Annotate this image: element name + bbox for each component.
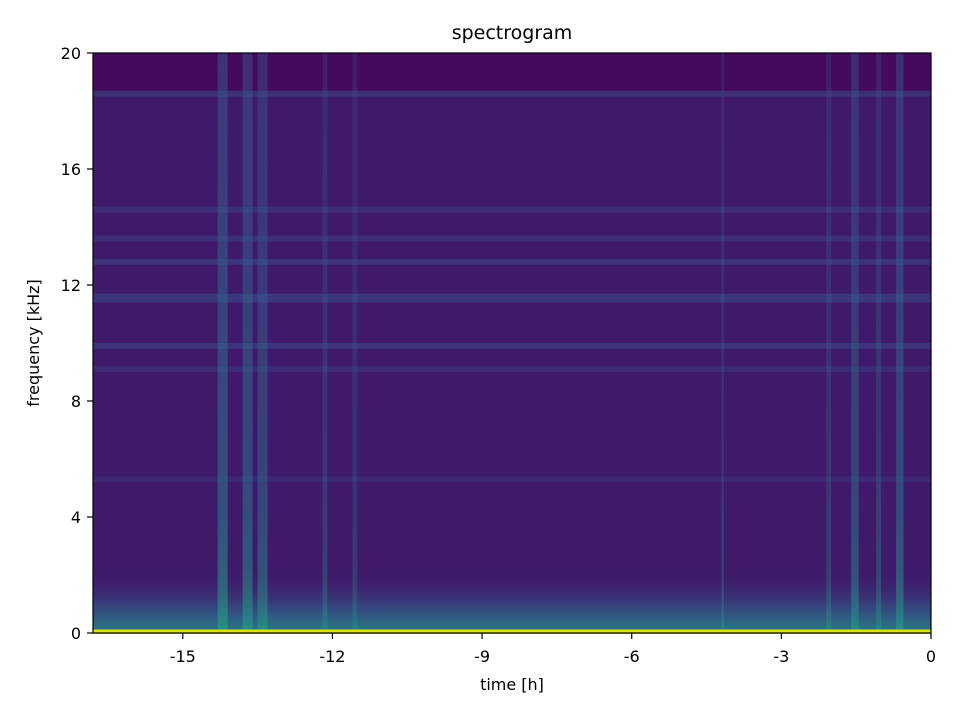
horizontal-band: [93, 258, 931, 265]
x-tick-label: -3: [773, 647, 789, 666]
vertical-burst: [257, 53, 268, 633]
x-tick-label: -6: [624, 647, 640, 666]
vertical-burst: [826, 53, 832, 633]
horizontal-band: [93, 293, 931, 303]
x-tick-label: -9: [474, 647, 490, 666]
y-tick-label: 4: [71, 508, 81, 527]
x-axis-ticks: -15 -12 -9 -6 -3 0: [170, 633, 936, 666]
vertical-burst: [217, 53, 228, 633]
chart-title: spectrogram: [452, 22, 573, 44]
y-axis-ticks: 0 4 8 12 16 20: [61, 44, 93, 643]
horizontal-band: [93, 343, 931, 349]
horizontal-band: [93, 366, 931, 372]
vertical-burst: [322, 53, 328, 633]
floor-line: [93, 629, 931, 634]
x-tick-label: -12: [319, 647, 345, 666]
vertical-burst: [721, 53, 724, 633]
low-frequency-energy: [93, 569, 931, 633]
vertical-burst: [896, 53, 904, 633]
spectrogram-top-band: [93, 53, 931, 94]
horizontal-band: [93, 90, 931, 97]
vertical-burst: [242, 53, 253, 633]
y-tick-label: 0: [71, 624, 81, 643]
vertical-bursts: [217, 53, 904, 633]
y-tick-label: 20: [61, 44, 81, 63]
y-axis-label: frequency [kHz]: [24, 279, 43, 407]
horizontal-band: [93, 206, 931, 213]
horizontal-band: [93, 235, 931, 242]
plot-frame: [92, 52, 932, 634]
vertical-burst: [876, 53, 882, 633]
x-tick-label: -15: [170, 647, 196, 666]
plot-area: [92, 52, 932, 634]
y-tick-label: 8: [71, 392, 81, 411]
horizontal-band: [93, 476, 931, 483]
x-axis-label: time [h]: [480, 675, 544, 694]
vertical-burst: [352, 53, 358, 633]
y-tick-label: 16: [61, 160, 81, 179]
x-tick-label: 0: [926, 647, 936, 666]
y-tick-label: 12: [61, 276, 81, 295]
horizontal-bands: [93, 90, 931, 483]
vertical-burst: [851, 53, 859, 633]
spectrogram-background: [93, 53, 931, 633]
